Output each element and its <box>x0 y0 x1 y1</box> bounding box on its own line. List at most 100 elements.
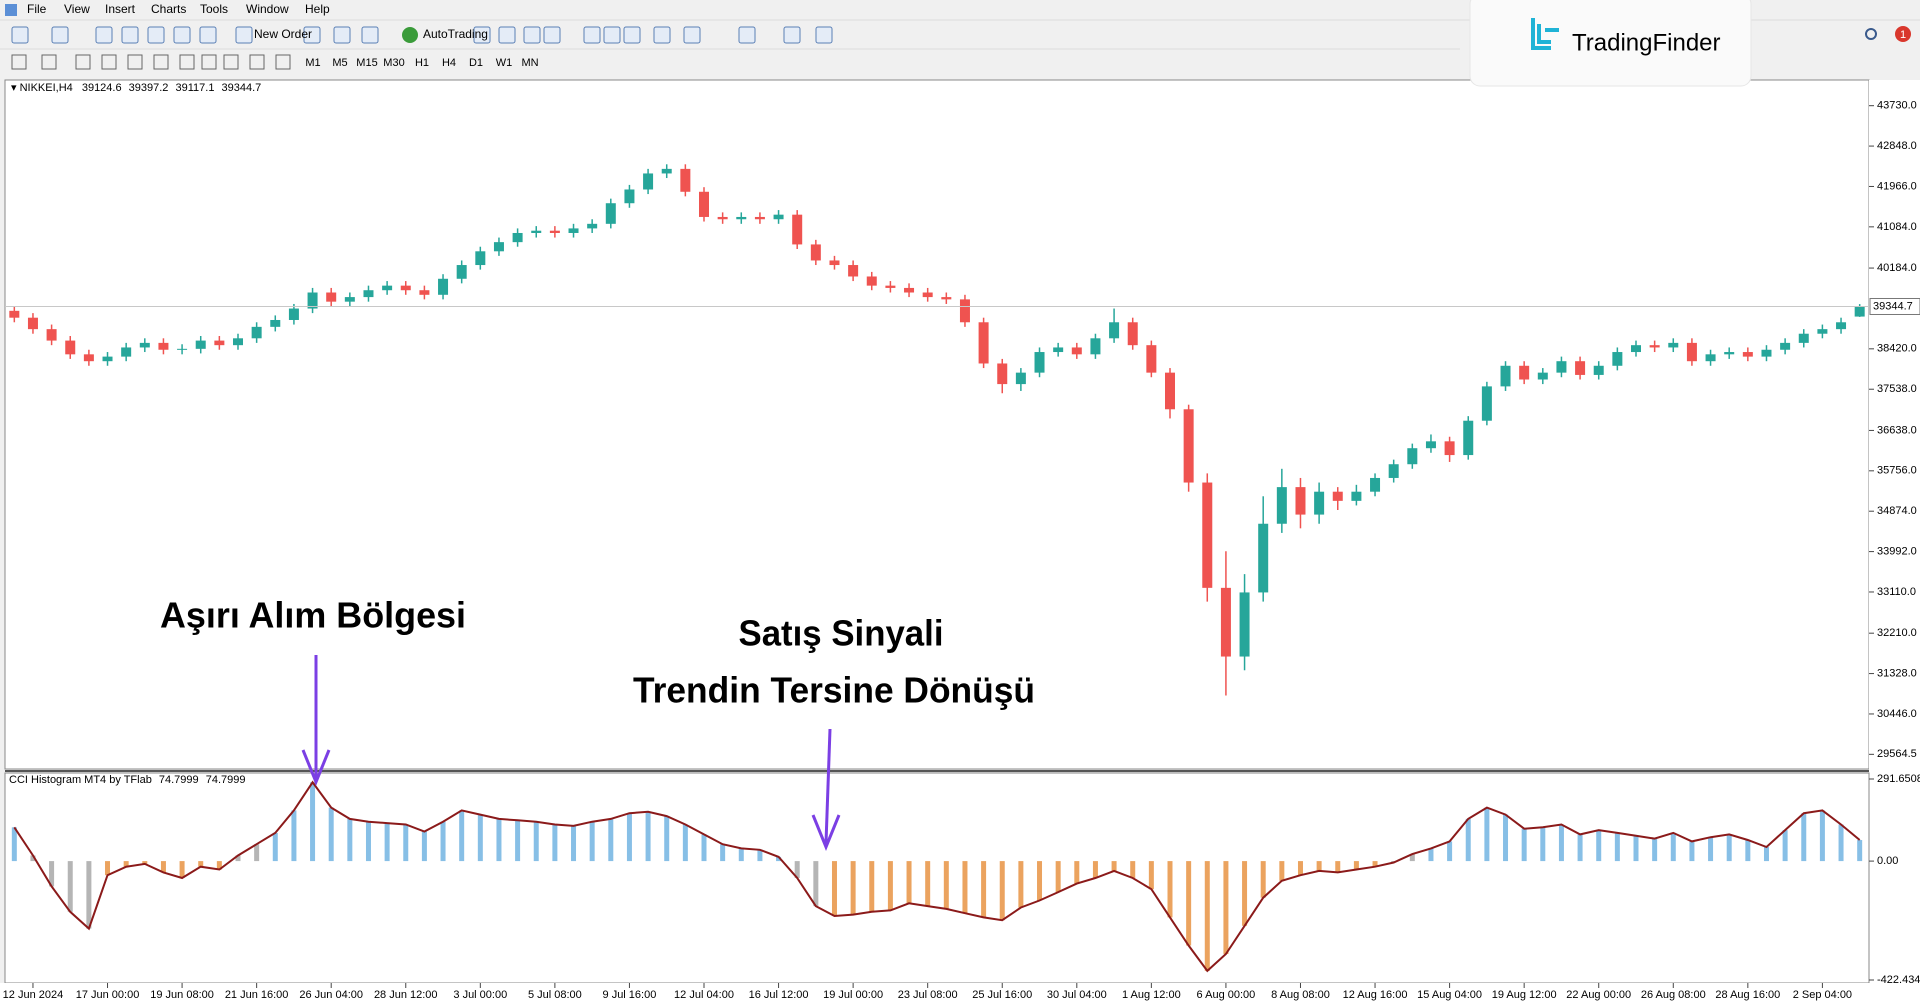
toolbar-icon[interactable] <box>815 26 833 44</box>
candle-body <box>419 290 430 295</box>
drawing-tool[interactable] <box>249 54 265 70</box>
candle-body <box>9 310 20 318</box>
histogram-bar <box>1782 830 1788 862</box>
toolbar-icon[interactable] <box>235 26 253 44</box>
candle-body <box>456 265 467 279</box>
toolbar-icon[interactable] <box>498 26 516 44</box>
histogram-bar <box>552 824 558 862</box>
histogram-bar <box>1670 832 1676 862</box>
drawing-tool[interactable] <box>11 54 27 70</box>
app-icon <box>5 4 17 16</box>
candle-body <box>27 317 38 330</box>
histogram-bar <box>1353 861 1359 870</box>
main-chart-area <box>4 79 1870 770</box>
candle-body <box>1444 441 1455 456</box>
timeframe-button[interactable]: MN <box>521 57 538 69</box>
toolbar-icon[interactable] <box>303 26 321 44</box>
menu-item[interactable]: Help <box>305 2 330 16</box>
drawing-tool[interactable] <box>275 54 291 70</box>
candle-body <box>624 189 635 204</box>
x-tick-label: 12 Jun 2024 <box>3 989 64 1001</box>
histogram-bar <box>776 856 782 862</box>
timeframe-button[interactable]: M5 <box>332 57 347 69</box>
timeframe-button[interactable]: D1 <box>469 57 483 69</box>
toolbar-icon[interactable] <box>11 26 29 44</box>
candle-body <box>344 297 355 302</box>
candle-body <box>1463 420 1474 456</box>
histogram-bar <box>794 861 800 878</box>
x-tick-label: 15 Aug 04:00 <box>1417 989 1482 1001</box>
x-tick-label: 12 Aug 16:00 <box>1343 989 1408 1001</box>
drawing-tool[interactable] <box>201 54 217 70</box>
drawing-tool[interactable] <box>41 54 57 70</box>
candle-body <box>885 285 896 288</box>
toolbar-icon[interactable] <box>361 26 379 44</box>
drawing-tool[interactable] <box>179 54 195 70</box>
histogram-bar <box>999 861 1005 921</box>
timeframe-button[interactable]: M30 <box>383 57 404 69</box>
toolbar-icon[interactable] <box>121 26 139 44</box>
drawing-tool[interactable] <box>127 54 143 70</box>
histogram-bar <box>1055 861 1061 893</box>
histogram-bar <box>906 861 912 904</box>
search-icon[interactable] <box>1865 28 1877 40</box>
menu-item[interactable]: Window <box>246 2 289 16</box>
timeframe-button[interactable]: M1 <box>305 57 320 69</box>
histogram-bar <box>440 821 446 862</box>
menu-item[interactable]: View <box>64 2 90 16</box>
timeframe-button[interactable]: H4 <box>442 57 456 69</box>
toolbar-icon[interactable] <box>653 26 671 44</box>
toolbar-icon[interactable] <box>603 26 621 44</box>
y-tick-label: 291.6508 <box>1877 773 1920 785</box>
toolbar-icon[interactable] <box>402 27 418 43</box>
toolbar-icon[interactable] <box>51 26 69 44</box>
menu-item[interactable]: Charts <box>151 2 186 16</box>
toolbar-icon[interactable] <box>783 26 801 44</box>
timeframe-button[interactable]: M15 <box>356 57 377 69</box>
toolbar-icon[interactable] <box>95 26 113 44</box>
drawing-tool[interactable] <box>75 54 91 70</box>
histogram-bar <box>1726 834 1732 862</box>
candle-body <box>1519 365 1530 380</box>
toolbar-icon[interactable] <box>333 26 351 44</box>
histogram-bar <box>1857 840 1863 862</box>
toolbar-icon[interactable] <box>683 26 701 44</box>
menu-item[interactable]: File <box>27 2 47 16</box>
candle-body <box>83 354 94 362</box>
toolbar-icon[interactable] <box>583 26 601 44</box>
toolbar-icon[interactable] <box>738 26 756 44</box>
timeframe-button[interactable]: H1 <box>415 57 429 69</box>
candle-body <box>997 363 1008 385</box>
candle-body <box>680 168 691 192</box>
toolbar-icon[interactable] <box>173 26 191 44</box>
menu-item[interactable]: Insert <box>105 2 136 16</box>
timeframe-button[interactable]: W1 <box>496 57 513 69</box>
candle-body <box>1742 352 1753 357</box>
candle-body <box>195 340 206 349</box>
new-order-button[interactable]: New Order <box>254 27 312 41</box>
histogram-bar <box>1148 861 1154 890</box>
histogram-bar <box>1409 854 1415 862</box>
drawing-tool[interactable] <box>223 54 239 70</box>
drawing-tool[interactable] <box>101 54 117 70</box>
toolbar-icon[interactable] <box>473 26 491 44</box>
histogram-bar <box>664 816 670 862</box>
notification-badge[interactable] <box>1895 26 1911 42</box>
histogram-bar <box>272 832 278 862</box>
drawing-tool[interactable] <box>153 54 169 70</box>
histogram-bar <box>608 818 614 862</box>
x-tick-label: 17 Jun 00:00 <box>76 989 140 1001</box>
menu-item[interactable]: Tools <box>200 2 228 16</box>
autotrading-button[interactable]: AutoTrading <box>423 27 488 41</box>
toolbar-icon[interactable] <box>147 26 165 44</box>
toolbar-icon[interactable] <box>523 26 541 44</box>
toolbar-icon[interactable] <box>543 26 561 44</box>
histogram-bar <box>1242 861 1248 926</box>
candle-body <box>1668 342 1679 348</box>
candle-body <box>1034 352 1045 373</box>
candle-body <box>1500 365 1511 387</box>
toolbar-icon[interactable] <box>623 26 641 44</box>
x-tick-label: 25 Jul 16:00 <box>972 989 1032 1001</box>
toolbar-icon[interactable] <box>199 26 217 44</box>
histogram-bar <box>1689 841 1695 862</box>
